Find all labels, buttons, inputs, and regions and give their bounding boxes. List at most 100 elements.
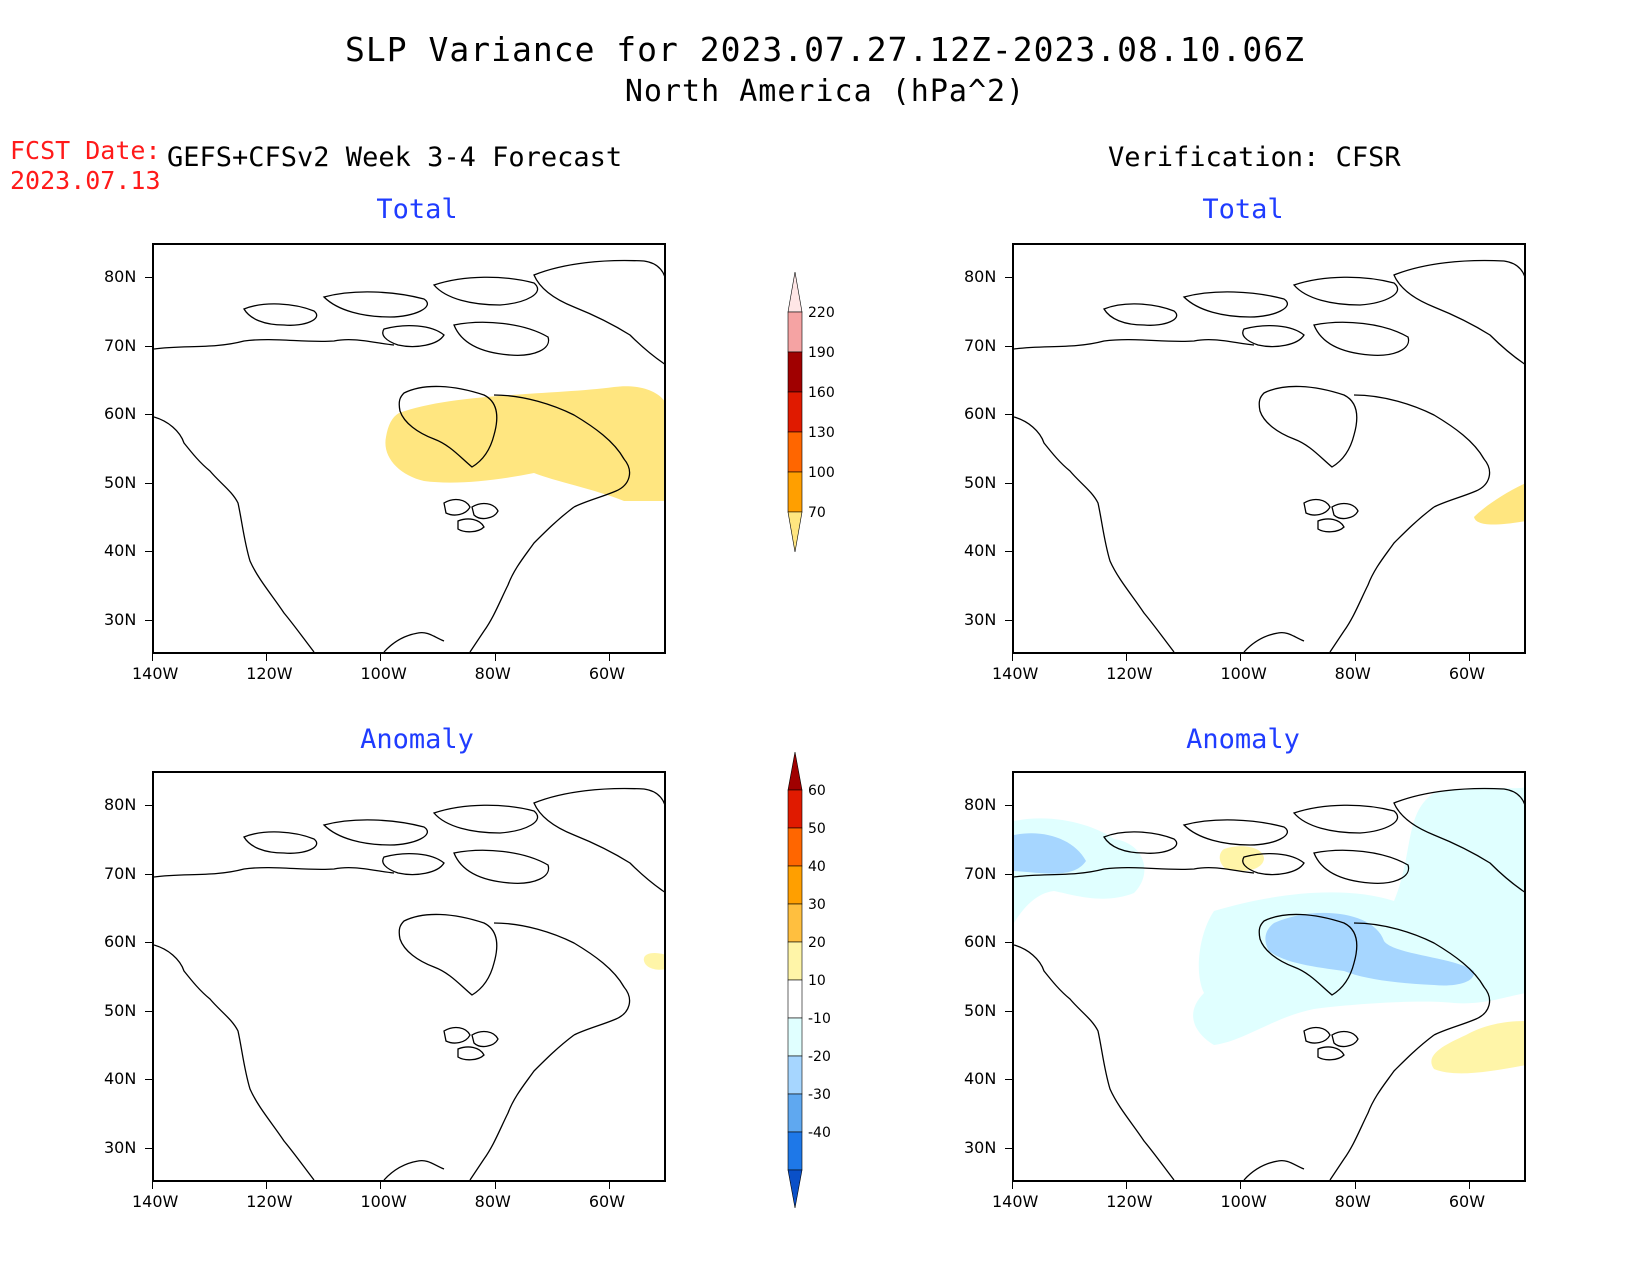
lat-tick-label: 30N [104,1137,137,1157]
coastline-segment [243,831,318,854]
verification-anomaly-title: Anomaly [1186,724,1300,755]
coastline-segment [1353,922,1491,1036]
lon-tick-label: 100W [1220,1192,1267,1211]
coastline-segment [1331,502,1359,520]
lat-tick-label: 70N [964,863,997,883]
coastline-segment [1303,1026,1331,1044]
colorbar-segment [787,1055,803,1095]
lat-tick-mark [1005,1010,1012,1012]
lon-tick-mark [1126,654,1128,661]
coastline-segment [1313,321,1410,356]
coastline-segment [1014,338,1255,350]
lat-tick-label: 70N [104,335,137,355]
coastline-segment [469,1034,575,1180]
map-forecast-anomaly [152,771,666,1182]
model-label: GEFS+CFSv2 Week 3-4 Forecast [167,142,623,173]
subtitle: North America (hPa^2) [624,74,1026,109]
lat-tick-mark [1005,942,1012,944]
lat-tick-label: 40N [964,541,997,561]
lon-tick-label: 140W [132,1192,179,1211]
lon-tick-label: 60W [588,1192,626,1211]
lon-tick-label: 80W [1334,1192,1371,1211]
lon-tick-mark [1012,654,1013,661]
colorbar-segment [787,827,803,867]
lat-tick-label: 70N [964,335,997,355]
colorbar-label: 10 [808,973,826,989]
coastline-segment [1243,1159,1305,1180]
coastline-segment [1393,259,1524,365]
anomaly-shading-10-20-atlantic [1431,1021,1524,1074]
colorbar-segment [787,1131,803,1171]
forecast-anomaly-title: Anomaly [360,724,474,755]
forecast-total-title: Total [376,194,458,225]
coastline-segment [469,506,575,652]
colorbar-segment [787,903,803,943]
lon-tick-label: 100W [360,664,407,683]
lon-tick-mark [1240,654,1242,661]
lon-tick-label: 100W [360,1192,407,1211]
lon-tick-label: 140W [992,1192,1039,1211]
lat-tick-label: 60N [964,404,997,424]
lat-tick-mark [1005,345,1012,347]
lon-tick-mark [1012,1182,1013,1189]
colorbar-label: 160 [808,385,835,401]
colorbar-segment [787,941,803,981]
colorbar-label: 190 [808,345,835,361]
forecast-date-value: 2023.07.13 [10,166,161,195]
coastline-segment [243,303,318,326]
coastline-segment [471,502,499,520]
coastline-segment [1258,913,1358,996]
coastline-segment [443,1026,471,1044]
coastline-segment [1317,518,1345,533]
colorbar-segment [787,865,803,905]
lon-tick-label: 120W [246,1192,293,1211]
lon-tick-mark [1240,1182,1242,1189]
coastlines [154,787,664,1180]
colorbar-label: 130 [808,425,835,441]
map-verification-total [1012,243,1526,654]
variance-shading-40-70 [1474,483,1524,525]
colorbar-label: -40 [808,1125,831,1141]
lat-tick-mark [145,482,152,484]
coastline-segment [453,321,550,356]
coastlines [1014,787,1524,1180]
forecast-date-label: FCST Date: [10,136,161,165]
colorbar-segment [787,752,803,791]
lon-tick-label: 60W [1448,1192,1486,1211]
lat-tick-mark [145,942,152,944]
coastline-segment [533,787,664,893]
map-forecast-total-svg [154,259,664,652]
coastline-segment [1103,831,1178,854]
verification-total-title: Total [1202,194,1284,225]
lat-tick-label: 80N [104,795,137,815]
colorbar-segment [787,979,803,1019]
lat-tick-label: 50N [104,472,137,492]
coastline-segment [383,1159,445,1180]
map-verification-anomaly-svg [1014,787,1524,1180]
lat-tick-mark [145,1010,152,1012]
colorbar-segment [787,511,803,553]
anomaly-shading-minus20-minus30-hudson [1265,912,1475,986]
colorbar-label: 40 [808,859,826,875]
lon-tick-mark [1468,1182,1470,1189]
lat-tick-label: 50N [964,472,997,492]
lon-tick-mark [1354,654,1356,661]
coastline-segment [1329,506,1435,652]
anomaly-shading-minus10-minus20-east [1193,787,1524,1045]
map-verification-total-svg [1014,259,1524,652]
colorbar-segment [787,1017,803,1057]
lon-tick-mark [1468,654,1470,661]
lat-tick-mark [1005,551,1012,553]
coastline-segment [1182,291,1288,318]
coastline-segment [453,849,550,884]
coastline-segment [398,913,498,996]
coastline-segment [1353,394,1491,508]
lon-tick-mark [1126,1182,1128,1189]
lon-tick-label: 80W [474,1192,511,1211]
coastline-segment [493,922,631,1036]
coastline-segment [1331,1030,1359,1048]
lat-tick-label: 70N [104,863,137,883]
colorbar-segment [787,311,803,353]
lat-tick-label: 30N [104,609,137,629]
coastline-segment [457,518,485,533]
